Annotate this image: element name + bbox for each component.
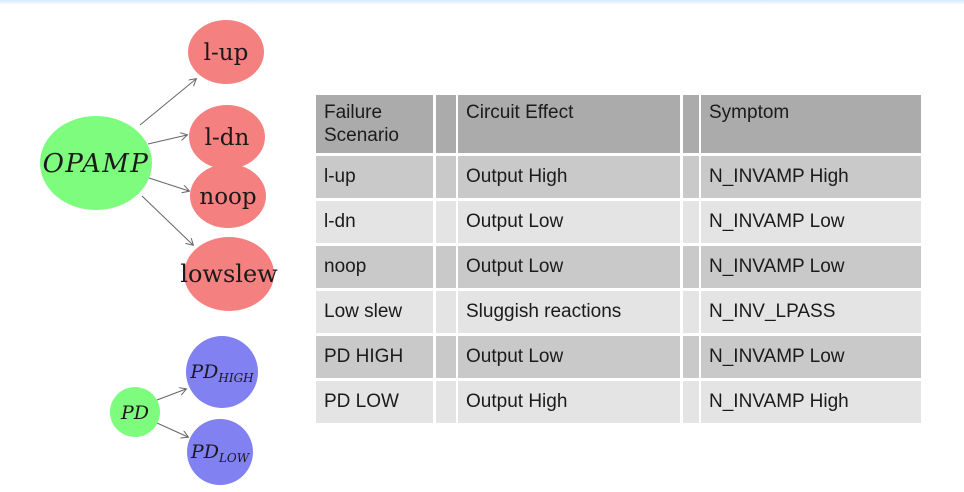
cell-scenario: noop <box>316 245 433 288</box>
pdlow-label-main: PD <box>190 441 219 463</box>
ldn-node-label: l-dn <box>205 125 250 151</box>
cell-spacer <box>435 290 456 333</box>
pdlow-node-shape <box>187 419 253 485</box>
cell-spacer <box>682 245 699 288</box>
arrow-pd-high <box>156 389 186 401</box>
pdhigh-node-shape <box>186 336 258 408</box>
cell-scenario: PD LOW <box>316 380 433 423</box>
lup-node-shape <box>188 20 264 84</box>
arrow-pd-low <box>156 422 188 437</box>
cell-spacer <box>435 155 456 198</box>
pd-node-label: PD <box>120 402 149 424</box>
lowslew-node-shape <box>184 237 274 311</box>
cell-spacer <box>435 245 456 288</box>
cell-spacer <box>682 290 699 333</box>
pdhigh-node-label: PDHIGH <box>189 361 254 385</box>
pdlow-node-label: PDLOW <box>190 441 251 465</box>
pdhigh-label-main: PD <box>189 361 218 383</box>
top-tint-strip <box>0 0 964 5</box>
cell-scenario: l-up <box>316 155 433 198</box>
cell-spacer <box>682 380 699 423</box>
arrow-opamp-ldn <box>147 135 187 145</box>
pd-node-shape <box>110 387 160 437</box>
header-spacer-1 <box>435 95 456 153</box>
cell-effect: Output Low <box>458 245 680 288</box>
cell-scenario: Low slew <box>316 290 433 333</box>
arrow-opamp-lowslew <box>141 195 193 245</box>
cell-spacer <box>682 155 699 198</box>
cell-symptom: N_INVAMP High <box>701 155 921 198</box>
cell-scenario: PD HIGH <box>316 335 433 378</box>
cell-symptom: N_INVAMP Low <box>701 335 921 378</box>
cell-effect: Output Low <box>458 335 680 378</box>
fault-model-diagram: OPAMP l-up l-dn noop lowslew PD PDHIGH P… <box>0 0 330 492</box>
header-circuit-effect: Circuit Effect <box>458 95 680 153</box>
cell-symptom: N_INVAMP High <box>701 380 921 423</box>
cell-effect: Output High <box>458 155 680 198</box>
cell-effect: Output High <box>458 380 680 423</box>
arrow-opamp-noop <box>148 177 189 191</box>
cell-symptom: N_INVAMP Low <box>701 245 921 288</box>
cell-scenario: l-dn <box>316 200 433 243</box>
cell-spacer <box>682 200 699 243</box>
pdlow-label-subscript: LOW <box>218 451 251 465</box>
failure-scenario-table: Failure Scenario Circuit Effect Symptom … <box>316 95 921 423</box>
opamp-node-shape <box>40 116 152 210</box>
noop-node-shape <box>190 164 266 228</box>
cell-spacer <box>435 380 456 423</box>
lowslew-node-label: lowslew <box>180 260 278 288</box>
cell-spacer <box>435 200 456 243</box>
opamp-node-label: OPAMP <box>43 149 150 179</box>
pdhigh-label-subscript: HIGH <box>217 371 254 385</box>
cell-effect: Output Low <box>458 200 680 243</box>
fault-model-svg: OPAMP l-up l-dn noop lowslew PD PDHIGH P… <box>40 20 278 485</box>
header-symptom: Symptom <box>701 95 921 153</box>
cell-symptom: N_INV_LPASS <box>701 290 921 333</box>
header-failure-scenario: Failure Scenario <box>316 95 433 153</box>
cell-effect: Sluggish reactions <box>458 290 680 333</box>
cell-spacer <box>435 335 456 378</box>
ldn-node-shape <box>189 105 265 169</box>
header-spacer-2 <box>682 95 699 153</box>
cell-symptom: N_INVAMP Low <box>701 200 921 243</box>
lup-node-label: l-up <box>204 40 249 66</box>
arrow-opamp-lup <box>139 79 196 126</box>
noop-node-label: noop <box>199 184 256 210</box>
cell-spacer <box>682 335 699 378</box>
